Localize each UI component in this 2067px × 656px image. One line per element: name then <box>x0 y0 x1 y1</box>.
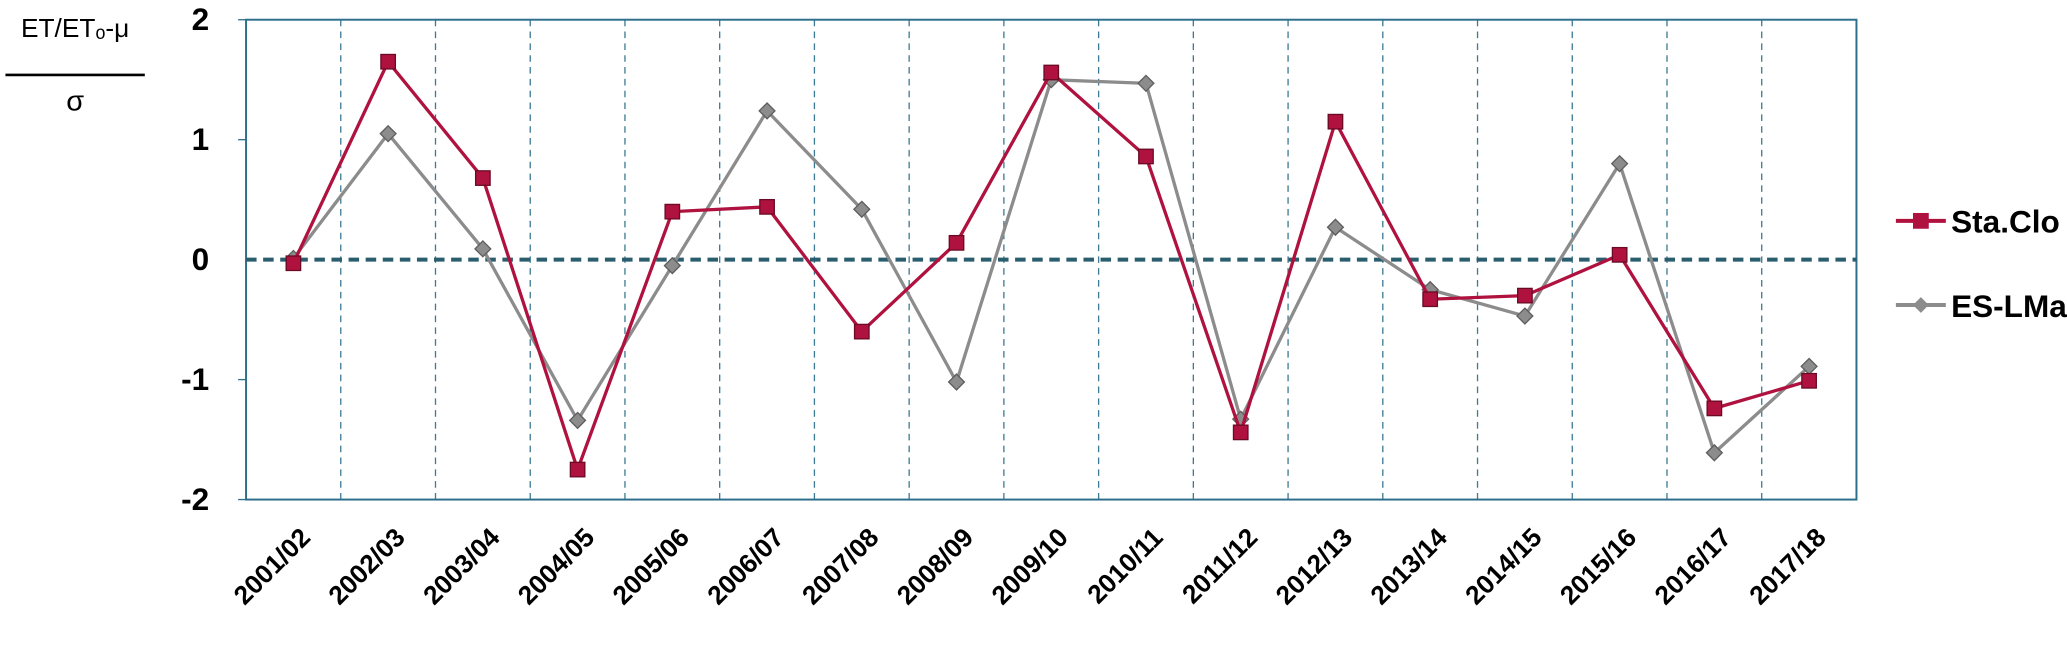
x-tick-label: 2003/04 <box>417 522 506 611</box>
point <box>1706 400 1723 417</box>
legend-symbol <box>1912 297 1929 313</box>
point <box>852 200 871 219</box>
legend-marker <box>1912 212 1929 229</box>
point <box>1517 287 1533 304</box>
x-tick-label: 2007/08 <box>796 522 884 610</box>
x-tick-label: 2005/06 <box>607 522 695 610</box>
point <box>758 102 776 120</box>
x-tick-label: 2002/03 <box>322 522 410 610</box>
x-tick-label: 2012/13 <box>1270 522 1358 610</box>
point <box>1138 148 1154 165</box>
point <box>663 256 682 275</box>
point <box>759 198 775 215</box>
point <box>474 170 491 186</box>
point <box>1232 424 1249 441</box>
point <box>1801 372 1817 389</box>
x-tick-label: 2004/05 <box>512 522 600 610</box>
point <box>1327 113 1344 130</box>
point <box>1422 291 1439 308</box>
point <box>1326 218 1345 237</box>
x-tick-label: 2008/09 <box>891 522 979 610</box>
point <box>1043 64 1060 81</box>
x-tick-label: 2001/02 <box>228 522 316 610</box>
point <box>1610 154 1629 173</box>
legend-marker <box>1912 297 1929 313</box>
series-line <box>291 58 1810 475</box>
y-tick-label: 2 <box>192 1 210 37</box>
y-tick-label: 0 <box>192 241 210 277</box>
point <box>474 240 492 258</box>
point <box>1516 307 1534 325</box>
x-tick-label: 2009/10 <box>985 522 1073 610</box>
legend-symbol <box>1912 212 1929 229</box>
x-tick-label: 2016/17 <box>1649 522 1737 610</box>
y-axis-label-denominator: σ <box>66 85 84 117</box>
y-tick-label: -2 <box>181 481 209 517</box>
point <box>568 411 587 430</box>
x-tick-label: 2010/11 <box>1081 522 1168 609</box>
x-tick-label: 2013/14 <box>1364 522 1453 611</box>
point <box>285 255 302 272</box>
point <box>947 373 966 391</box>
y-tick-label: -1 <box>181 361 209 397</box>
y-tick-label: 1 <box>192 121 210 157</box>
point <box>379 124 397 143</box>
x-tick-label: 2014/15 <box>1459 522 1547 610</box>
point <box>853 323 870 340</box>
x-tick-label: 2006/07 <box>701 522 789 610</box>
point <box>569 461 586 478</box>
legend-label: ES-LMa <box>1951 288 2067 324</box>
legend-label: Sta.Clo <box>1951 204 2060 240</box>
point <box>1705 443 1724 462</box>
x-tick-label: 2015/16 <box>1554 522 1642 610</box>
point <box>1137 74 1155 93</box>
point <box>948 234 965 251</box>
series-line <box>292 78 1811 456</box>
x-tick-label: 2011/12 <box>1176 522 1263 609</box>
point <box>1611 246 1628 263</box>
x-tick-label: 2017/18 <box>1743 522 1831 610</box>
point <box>664 203 681 220</box>
y-axis-label-numerator: ET/ETₒ-μ <box>21 13 129 43</box>
point <box>380 53 397 70</box>
